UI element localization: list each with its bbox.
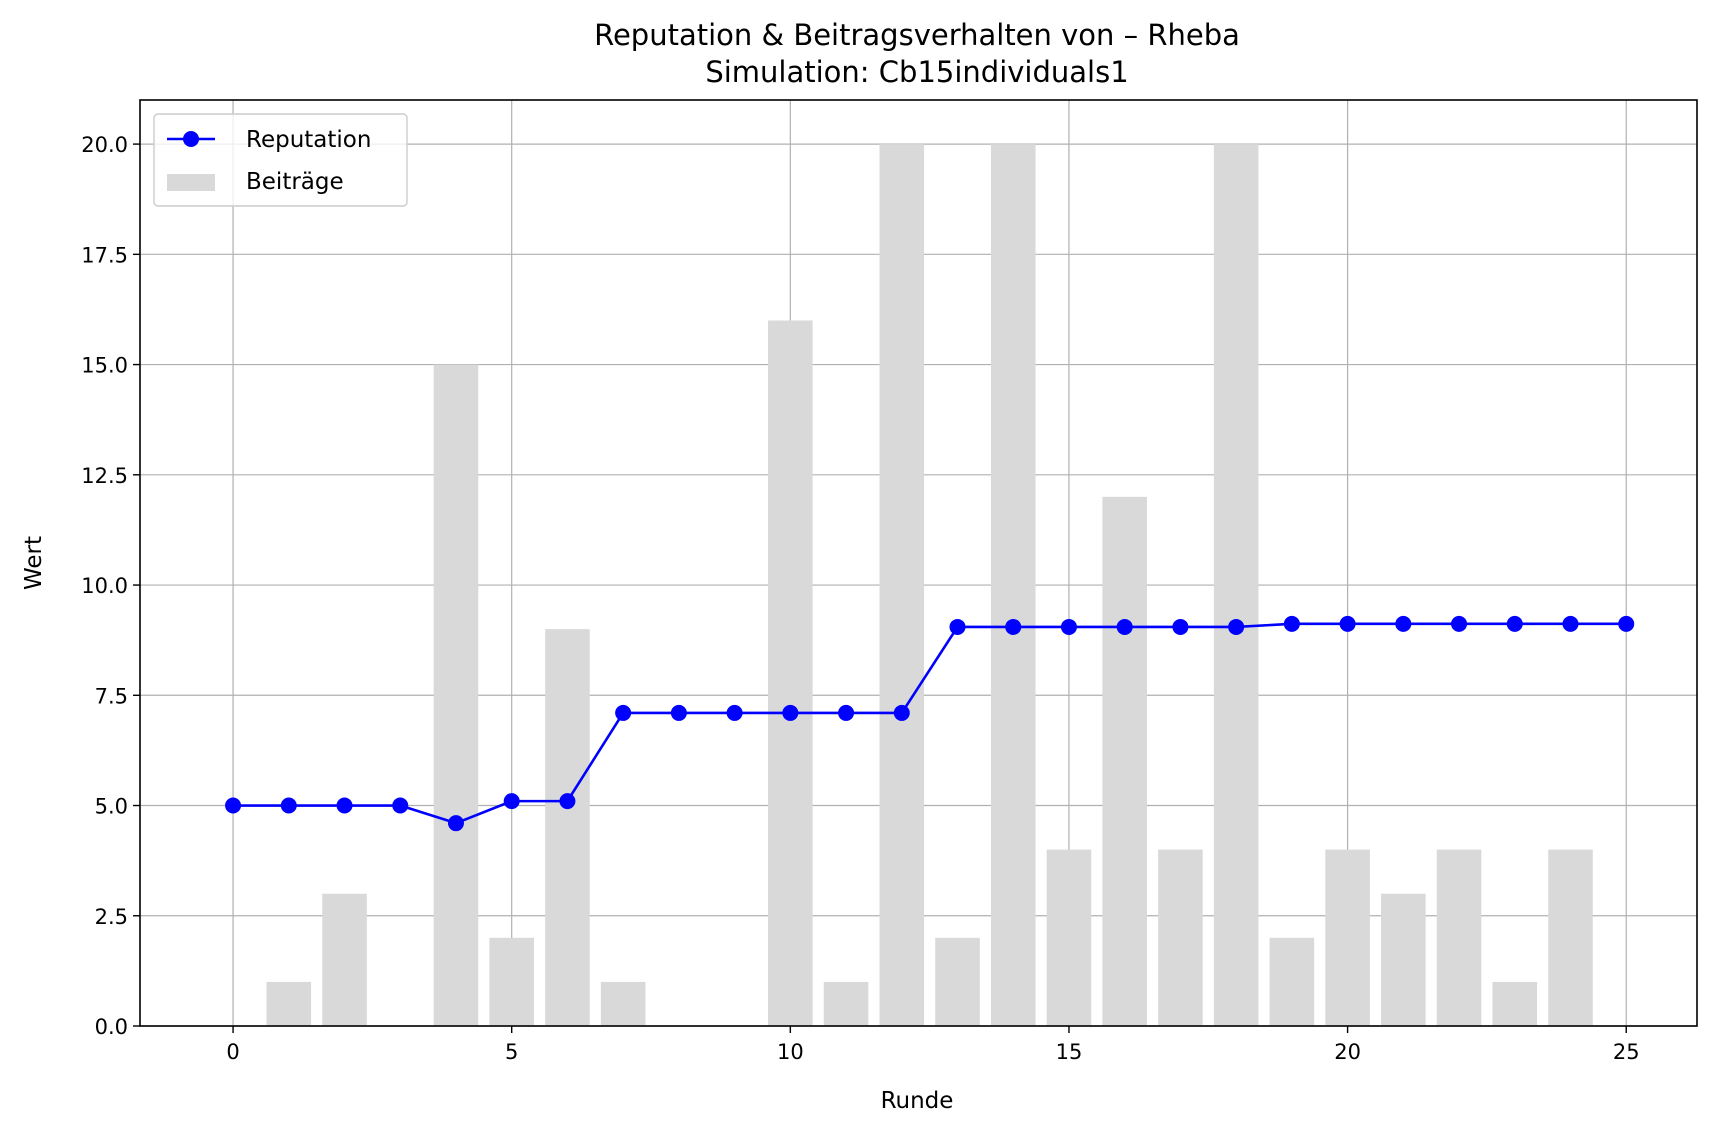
- x-axis-ticks: 0 5 10 15 20 25: [226, 1026, 1640, 1064]
- y-tick-label-4: 10.0: [81, 574, 128, 598]
- reputation-point-24: [1562, 615, 1579, 632]
- bar-11: [823, 981, 869, 1026]
- reputation-point-14: [1005, 618, 1022, 635]
- bar-10: [768, 320, 813, 1026]
- chart-subtitle: Simulation: Cb15individuals1: [705, 55, 1128, 89]
- reputation-point-6: [559, 793, 576, 810]
- reputation-point-0: [225, 797, 242, 814]
- reputation-point-15: [1060, 618, 1077, 635]
- y-tick-label-2: 5.0: [95, 795, 128, 819]
- reputation-point-1: [280, 797, 297, 814]
- reputation-point-19: [1283, 615, 1300, 632]
- bar-22: [1436, 849, 1482, 1026]
- reputation-point-4: [447, 815, 464, 832]
- reputation-point-2: [336, 797, 353, 814]
- bar-5: [489, 937, 534, 1026]
- x-tick-label-3: 15: [1056, 1040, 1083, 1064]
- bar-14: [990, 144, 1036, 1027]
- reputation-point-9: [726, 704, 743, 721]
- reputation-point-11: [838, 704, 855, 721]
- legend-label-beitraege: Beiträge: [246, 169, 344, 195]
- bar-15: [1046, 849, 1092, 1026]
- bar-1: [266, 981, 312, 1026]
- y-tick-label-8: 20.0: [81, 133, 128, 157]
- y-tick-label-5: 12.5: [81, 464, 128, 488]
- x-tick-label-0: 0: [226, 1040, 239, 1064]
- bar-12: [879, 144, 925, 1027]
- x-tick-label-1: 5: [505, 1040, 518, 1064]
- reputation-point-20: [1339, 615, 1356, 632]
- bar-7: [600, 981, 646, 1026]
- bar-4: [433, 364, 479, 1027]
- reputation-point-18: [1228, 618, 1245, 635]
- reputation-point-22: [1451, 615, 1468, 632]
- y-axis-label: Wert: [21, 536, 47, 590]
- chart-title: Reputation & Beitragsverhalten von – Rhe…: [594, 18, 1240, 52]
- bar-series-beitraege: [266, 144, 1593, 1027]
- x-tick-label-2: 10: [777, 1040, 804, 1064]
- reputation-point-5: [503, 793, 520, 810]
- bar-23: [1492, 981, 1538, 1026]
- reputation-point-12: [893, 704, 910, 721]
- reputation-point-16: [1116, 618, 1133, 635]
- bar-19: [1269, 937, 1315, 1026]
- bar-20: [1325, 849, 1370, 1026]
- bar-2: [322, 893, 367, 1026]
- bar-6: [545, 629, 590, 1026]
- legend-label-reputation: Reputation: [246, 127, 371, 153]
- reputation-point-13: [949, 618, 966, 635]
- reputation-point-25: [1618, 615, 1635, 632]
- reputation-point-7: [615, 704, 632, 721]
- legend-box: [153, 113, 408, 207]
- bar-24: [1548, 849, 1593, 1026]
- bar-21: [1381, 893, 1426, 1026]
- reputation-point-3: [392, 797, 409, 814]
- reputation-point-17: [1172, 618, 1189, 635]
- x-tick-label-4: 20: [1334, 1040, 1361, 1064]
- reputation-point-8: [670, 704, 687, 721]
- line-series-reputation: [225, 615, 1635, 832]
- x-tick-label-5: 25: [1613, 1040, 1640, 1064]
- bar-18: [1213, 144, 1259, 1027]
- bar-17: [1158, 849, 1203, 1026]
- y-tick-label-3: 7.5: [95, 684, 128, 708]
- y-tick-label-1: 2.5: [95, 905, 128, 929]
- legend: Reputation Beiträge: [153, 113, 408, 207]
- y-tick-label-0: 0.0: [95, 1015, 128, 1039]
- y-tick-label-6: 15.0: [81, 354, 128, 378]
- bar-13: [935, 937, 980, 1026]
- reputation-point-10: [782, 704, 799, 721]
- y-tick-label-7: 17.5: [81, 243, 128, 267]
- reputation-line: [233, 622, 1627, 825]
- reputation-point-23: [1506, 615, 1523, 632]
- legend-marker-swatch: [183, 131, 199, 147]
- reputation-point-21: [1395, 615, 1412, 632]
- y-axis-ticks: 0.0 2.5 5.0 7.5 10.0 12.5 15.0 17.5 20.0: [81, 133, 140, 1039]
- x-axis-label: Runde: [881, 1088, 954, 1114]
- legend-bar-swatch: [167, 174, 215, 191]
- plot-frame: [139, 99, 1698, 1027]
- bar-16: [1102, 496, 1147, 1026]
